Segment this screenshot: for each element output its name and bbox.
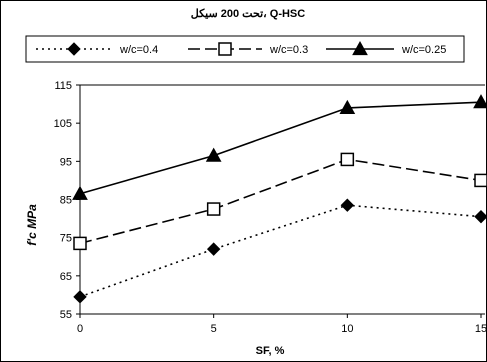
legend-label: w/c=0.4 <box>119 44 158 56</box>
data-point <box>73 236 87 251</box>
data-point <box>73 290 87 304</box>
legend-marker <box>218 42 232 56</box>
data-point <box>206 242 221 256</box>
y-tick-label: 95 <box>60 156 72 168</box>
x-tick-label: 0 <box>77 323 83 335</box>
x-axis-label: SF, % <box>256 345 285 357</box>
data-point <box>339 99 356 114</box>
data-point <box>206 202 221 216</box>
series-open-square <box>73 152 487 251</box>
chart-title: تحت 200 سيكل، Q-HSC <box>191 8 305 20</box>
data-point <box>340 198 355 212</box>
y-tick-label: 115 <box>54 80 72 92</box>
series-line <box>79 204 482 298</box>
series-layer <box>72 94 487 304</box>
series-line <box>79 101 482 195</box>
series-diamond <box>73 198 487 304</box>
y-tick-label: 75 <box>60 233 72 245</box>
data-point <box>473 94 487 109</box>
x-tick-label: 10 <box>341 323 353 335</box>
legend-entry: w/c=0.4 <box>36 42 158 56</box>
data-point <box>72 185 88 200</box>
data-point <box>205 147 222 162</box>
series-line <box>79 158 482 245</box>
data-point <box>474 209 487 224</box>
legend: w/c=0.4 w/c=0.3 w/c=0.25 <box>36 40 446 56</box>
legend-entry: w/c=0.25 <box>326 40 446 56</box>
y-tick-label: 85 <box>60 195 72 207</box>
y-tick-label: 105 <box>54 118 72 130</box>
series-triangle <box>72 94 487 200</box>
y-axis-label: f'c MPa <box>25 204 39 246</box>
x-tick-label: 5 <box>211 323 217 335</box>
data-point <box>340 152 355 167</box>
axes: 55 65 75 85 95 105 115 0 5 10 15 <box>54 80 487 335</box>
legend-marker <box>67 42 81 56</box>
legend-label: w/c=0.25 <box>401 44 446 56</box>
x-tick-label: 15 <box>475 323 487 335</box>
y-tick-label: 65 <box>60 271 72 283</box>
legend-marker <box>352 40 368 56</box>
y-tick-label: 55 <box>60 309 72 321</box>
data-point <box>474 173 487 188</box>
legend-entry: w/c=0.3 <box>188 42 308 56</box>
legend-label: w/c=0.3 <box>269 44 308 56</box>
